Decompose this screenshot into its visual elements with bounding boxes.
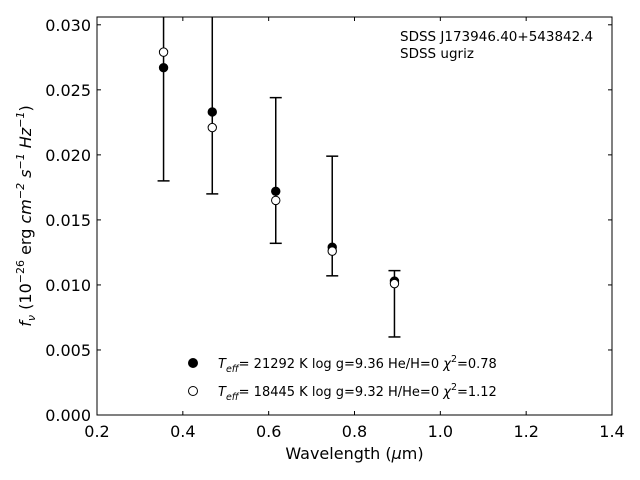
- y-tick-label: 0.010: [45, 276, 91, 295]
- y-label-cm: cm: [16, 199, 35, 223]
- y-label-hz: Hz: [16, 127, 35, 153]
- errorbars-layer: [157, 17, 401, 338]
- x-axis-label-mu: μ: [391, 444, 402, 463]
- annotation-survey-name: SDSS ugriz: [400, 46, 474, 62]
- data-point-open: [207, 122, 217, 133]
- data-point-filled: [158, 63, 169, 73]
- y-label-exp2: −2: [14, 183, 27, 199]
- legend-1-Tsub: eff: [226, 364, 240, 375]
- y-tick-label: 0.000: [45, 406, 91, 425]
- y-label-exp4: −1: [14, 112, 27, 128]
- x-axis-label-suffix: m): [402, 444, 424, 463]
- x-tick-label: 0.6: [256, 422, 281, 441]
- legend-2-chi: χ: [442, 385, 452, 400]
- legend-marker-filled: [188, 358, 198, 368]
- legend-1-rest: = 21292 K log g=9.36 He/H=0: [239, 357, 444, 372]
- data-point-open: [271, 195, 281, 206]
- y-tick-label: 0.025: [45, 81, 91, 100]
- data-point-open: [327, 246, 337, 256]
- y-label-nu: ν: [25, 315, 38, 321]
- y-label-s: s: [16, 170, 35, 183]
- ticks-layer: 0.2 0.4 0.6 0.8 1.0 1.2 1.4 0.000 0.005 0.010 0.01…: [45, 16, 625, 441]
- legend-1-chiexp: 2: [451, 354, 457, 365]
- y-tick-label: 0.020: [45, 146, 91, 165]
- x-tick-label: 1.0: [428, 422, 453, 441]
- data-point-filled: [271, 186, 281, 196]
- legend-entry-1: Teff= 21292 K log g=9.36 He/H=0 χ2=0.78: [218, 354, 497, 375]
- x-tick-label: 0.8: [342, 422, 367, 441]
- x-axis-label-prefix: Wavelength (: [285, 444, 391, 463]
- data-point-filled: [207, 107, 217, 117]
- y-axis-label: fν (10−26 erg cm−2 s−1 Hz−1): [14, 105, 38, 326]
- legend-2-Tsub: eff: [226, 392, 240, 403]
- x-tick-label: 1.4: [599, 422, 624, 441]
- legend-entry-2: Teff= 18445 K log g=9.32 H/He=0 χ2=1.12: [218, 382, 497, 403]
- x-axis-label: Wavelength (μm): [285, 444, 423, 463]
- annotation-object-name: SDSS J173946.40+543842.4: [400, 29, 593, 45]
- points-layer: [158, 47, 400, 289]
- legend-2-rest: = 18445 K log g=9.32 H/He=0: [239, 385, 444, 400]
- legend-2-chiexp: 2: [451, 382, 457, 393]
- x-tick-label: 0.4: [170, 422, 195, 441]
- data-point-open: [158, 47, 169, 57]
- y-tick-label: 0.030: [45, 16, 91, 35]
- legend-1-chival: =0.78: [457, 357, 497, 372]
- y-label-f: f: [16, 319, 35, 327]
- data-point-open: [389, 278, 400, 289]
- legend: Teff= 21292 K log g=9.36 He/H=0 χ2=0.78 …: [188, 354, 497, 403]
- legend-1-T: T: [218, 357, 227, 372]
- x-tick-label: 1.2: [513, 422, 538, 441]
- legend-2-chival: =1.12: [457, 385, 497, 400]
- y-label-open: (10: [16, 283, 35, 315]
- y-label-exp3: −1: [14, 153, 27, 169]
- y-label-exp1: −26: [14, 260, 27, 283]
- legend-1-chi: χ: [442, 357, 452, 372]
- y-tick-label: 0.015: [45, 211, 91, 230]
- legend-2-T: T: [218, 385, 227, 400]
- x-tick-label: 0.2: [84, 422, 109, 441]
- y-label-close: ): [16, 105, 35, 111]
- legend-marker-open: [188, 386, 198, 396]
- plot-frame: [96, 16, 613, 416]
- y-label-erg: erg: [16, 224, 35, 260]
- y-tick-label: 0.005: [45, 341, 91, 360]
